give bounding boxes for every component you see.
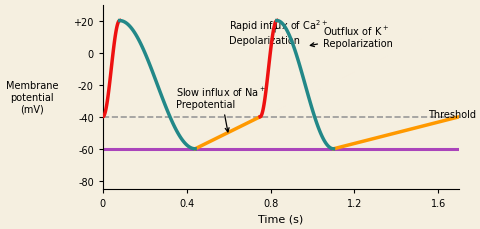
Text: Outflux of K$^+$
Repolarization: Outflux of K$^+$ Repolarization	[311, 25, 393, 49]
Text: Rapid influx of Ca$^{2+}$
Depolarization: Rapid influx of Ca$^{2+}$ Depolarization	[228, 18, 327, 46]
Text: Slow influx of Na$^+$
Prepotential: Slow influx of Na$^+$ Prepotential	[176, 85, 266, 132]
X-axis label: Time (s): Time (s)	[258, 213, 304, 224]
Text: Threshold: Threshold	[428, 109, 476, 119]
Y-axis label: Membrane
potential
(mV): Membrane potential (mV)	[6, 81, 58, 114]
